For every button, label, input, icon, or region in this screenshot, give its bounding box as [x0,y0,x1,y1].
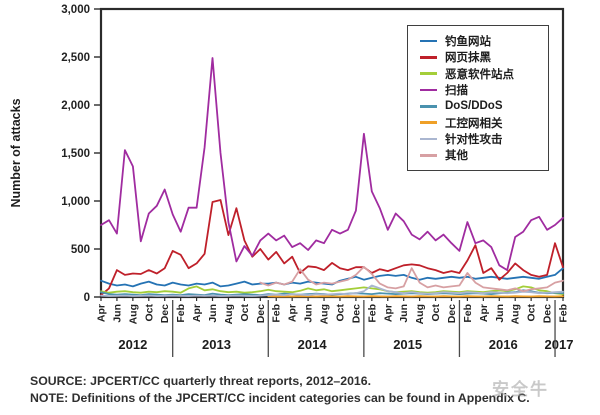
x-tick-label: Oct [334,304,346,322]
x-tick-label: Aug [127,304,139,324]
year-label: 2017 [545,337,574,352]
source-text: SOURCE: JPCERT/CC quarterly threat repor… [30,374,372,388]
legend-swatch [420,121,437,124]
x-tick-label: Dec [446,304,458,323]
series-lines [100,57,564,298]
y-axis: 0 500 1,000 1,500 2,000 2,500 3,000 [61,4,101,304]
legend-item-扫描: 扫描 [420,82,542,98]
x-tick-label: Oct [430,304,442,322]
x-axis-months: Apr Jun Aug Oct Dec Feb Apr Jun Aug Oct Dec Feb Apr J… [96,297,570,324]
note-text: NOTE: Definitions of the JPCERT/CC incid… [30,390,530,405]
y-tick-label: 3,000 [61,4,90,16]
legend-label: 工控网相关 [445,117,503,130]
x-tick-label: Feb [175,304,187,323]
x-tick-label: Apr [478,304,490,322]
x-tick-label: Oct [526,304,538,322]
y-tick-label: 2,500 [61,52,90,64]
figure-footer: SOURCE: JPCERT/CC quarterly threat repor… [30,373,530,406]
x-tick-label: Dec [255,304,267,323]
x-tick-label: Jun [303,304,315,323]
x-tick-label: Dec [159,304,171,323]
x-tick-label: Jun [494,304,506,323]
legend-label: 其他 [445,150,468,163]
x-tick-label: Feb [366,304,378,323]
legend-label: 扫描 [445,85,468,98]
legend-item-其他: 其他 [420,147,542,163]
year-label: 2014 [298,337,328,352]
x-tick-label: Dec [350,304,362,323]
x-tick-label: Feb [271,304,283,323]
legend-swatch [420,105,437,108]
legend-item-网页抹黑: 网页抹黑 [420,49,542,65]
x-tick-label: Aug [414,304,426,324]
y-tick-label: 0 [84,292,90,304]
y-tick-label: 1,500 [61,148,90,160]
series-line-扫描 [100,57,564,272]
x-tick-label: Jun [398,304,410,323]
chart-legend: 钓鱼网站网页抹黑恶意软件站点 扫描 DoS/DDoS 工控网相关针对性攻击其他 [407,25,549,172]
series-line-钓鱼网站 [100,267,564,288]
legend-swatch [420,88,437,92]
x-tick-label: Oct [143,304,155,322]
legend-label: 针对性攻击 [445,133,503,146]
year-label: 2015 [393,337,422,352]
legend-swatch [420,39,437,43]
series-line-针对性攻击 [100,284,564,297]
year-label: 2016 [489,337,518,352]
legend-swatch [420,56,437,59]
y-tick-label: 1,000 [61,196,90,208]
x-tick-label: Apr [191,304,203,322]
x-tick-label: Feb [558,304,570,323]
series-line-网页抹黑 [100,199,564,297]
x-tick-label: Apr [382,304,394,322]
y-axis-title: Number of attacks [9,98,23,207]
legend-swatch [420,153,437,157]
legend-label: 网页抹黑 [445,52,491,65]
x-tick-label: Dec [542,304,554,323]
x-tick-label: Jun [207,304,219,323]
legend-item-针对性攻击: 针对性攻击 [420,131,542,147]
series-line-恶意软件站点 [100,285,564,296]
x-tick-label: Aug [510,304,522,324]
year-label: 2012 [118,337,147,352]
x-axis-years: 2012 2013 2014 2015 2016 2017 [118,300,573,357]
legend-item-DoS/DDoS: DoS/DDoS [420,98,542,114]
x-tick-label: Oct [239,304,251,322]
x-tick-label: Aug [319,304,331,324]
legend-label: DoS/DDoS [445,100,503,113]
legend-item-工控网相关: 工控网相关 [420,114,542,130]
legend-item-钓鱼网站: 钓鱼网站 [420,33,542,49]
watermark-text: 安全牛 [492,380,549,399]
legend-item-恶意软件站点: 恶意软件站点 [420,66,542,82]
legend-label: 钓鱼网站 [445,36,491,49]
x-tick-label: Feb [462,304,474,323]
y-tick-label: 2,000 [61,100,90,112]
legend-swatch [420,72,437,76]
x-tick-label: Apr [287,304,299,322]
y-tick-label: 500 [71,244,90,256]
legend-swatch [420,137,437,141]
x-tick-label: Aug [223,304,235,324]
x-tick-label: Jun [111,304,123,323]
legend-label: 恶意软件站点 [445,68,514,81]
year-label: 2013 [202,337,231,352]
x-tick-label: Apr [96,304,108,322]
series-line-其他 [259,265,564,293]
